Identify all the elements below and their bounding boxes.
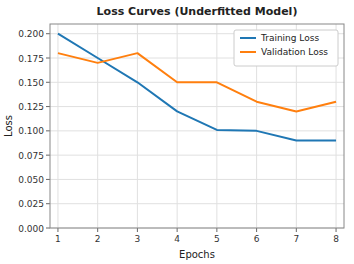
series-group (58, 34, 336, 141)
tick-label: 4 (174, 234, 180, 244)
grid (50, 24, 344, 228)
legend-swatch (240, 37, 256, 39)
tick (46, 155, 50, 156)
legend-entry: Validation Loss (261, 47, 328, 57)
tick (46, 82, 50, 83)
tick-label: 5 (214, 234, 220, 244)
tick (256, 228, 257, 232)
grid-line (50, 106, 344, 107)
tick (336, 228, 337, 232)
grid-line (57, 24, 58, 228)
tick-label: 3 (135, 234, 141, 244)
grid-line (50, 203, 344, 204)
title: Loss Curves (Underfitted Model) (97, 5, 298, 18)
tick-label: 8 (333, 234, 339, 244)
axes: 0.000 0.025 0.050 0.075 0.100 0.125 0.150 0.175… (18, 29, 339, 244)
tick (46, 58, 50, 59)
tick (177, 228, 178, 232)
grid-line (97, 24, 98, 228)
y-axis-label: Loss (3, 115, 14, 137)
tick (46, 179, 50, 180)
grid-line (177, 24, 178, 228)
tick (97, 228, 98, 232)
tick-label: 0.050 (18, 175, 44, 185)
tick-label: 1 (55, 234, 61, 244)
grid-line (216, 24, 217, 228)
tick-label: 6 (254, 234, 260, 244)
tick (57, 228, 58, 232)
tick (296, 228, 297, 232)
tick (137, 228, 138, 232)
tick (46, 106, 50, 107)
legend: Training Loss Validation Loss (234, 30, 338, 66)
tick-label: 0.025 (18, 199, 44, 209)
tick (46, 228, 50, 229)
line (58, 34, 336, 141)
grid-line (50, 179, 344, 180)
tick-label: 0.175 (18, 54, 44, 64)
tick-label: 0.000 (18, 224, 44, 234)
plot-frame (50, 24, 344, 228)
grid-line (50, 130, 344, 131)
plot-area (50, 24, 344, 228)
grid-line (50, 155, 344, 156)
tick-label: 0.200 (18, 29, 44, 39)
tick-label: 0.125 (18, 102, 44, 112)
tick-label: 0.075 (18, 151, 44, 161)
legend-swatch (240, 51, 256, 53)
tick (46, 203, 50, 204)
tick (46, 33, 50, 34)
tick-label: 7 (293, 234, 299, 244)
tick-label: 0.150 (18, 78, 44, 88)
legend-entry: Training Loss (260, 33, 319, 43)
x-axis-label: Epochs (179, 249, 215, 260)
tick-label: 0.100 (18, 126, 44, 136)
tick-label: 2 (95, 234, 101, 244)
tick (216, 228, 217, 232)
legend-box (234, 30, 338, 66)
tick (46, 130, 50, 131)
chart: 0.000 0.025 0.050 0.075 0.100 0.125 0.150 0.175… (0, 0, 354, 264)
